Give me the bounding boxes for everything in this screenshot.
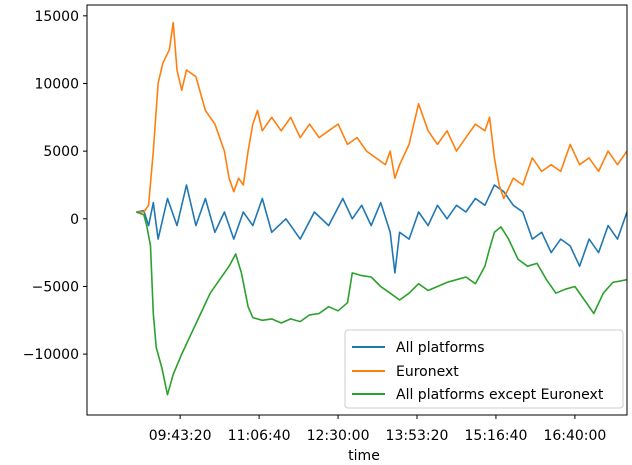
y-axis-ticks: 15000 10000 5000 0 −5000 −10000 [23, 9, 87, 363]
series-line-2 [136, 211, 628, 396]
x-tick-label: 09:43:20 [149, 428, 212, 444]
series-line-0 [136, 184, 628, 274]
x-tick-label: 16:40:00 [543, 428, 606, 444]
y-tick-label: 10000 [34, 76, 79, 92]
y-tick-label: 0 [70, 212, 79, 228]
legend-label-except-euronext: All platforms except Euronext [396, 387, 604, 403]
y-tick-label: 15000 [34, 9, 79, 25]
x-tick-label: 11:06:40 [228, 428, 291, 444]
y-tick-label: −5000 [32, 279, 79, 295]
legend: All platforms Euronext All platforms exc… [344, 329, 624, 409]
x-tick-label: 13:53:20 [386, 428, 449, 444]
y-tick-label: −10000 [23, 347, 79, 363]
plot-frame [86, 4, 628, 416]
y-tick-label: 5000 [43, 144, 79, 160]
legend-label-euronext: Euronext [396, 364, 459, 380]
legend-box [344, 329, 624, 409]
x-tick-label: 12:30:00 [307, 428, 370, 444]
series-line-1 [136, 21, 628, 213]
x-axis-label: time [348, 448, 380, 464]
legend-label-all-platforms: All platforms [396, 340, 485, 356]
series-lines [136, 21, 628, 396]
x-tick-label: 15:16:40 [465, 428, 528, 444]
x-axis-ticks: 09:43:20 11:06:40 12:30:00 13:53:20 15:16:40… [149, 415, 606, 444]
